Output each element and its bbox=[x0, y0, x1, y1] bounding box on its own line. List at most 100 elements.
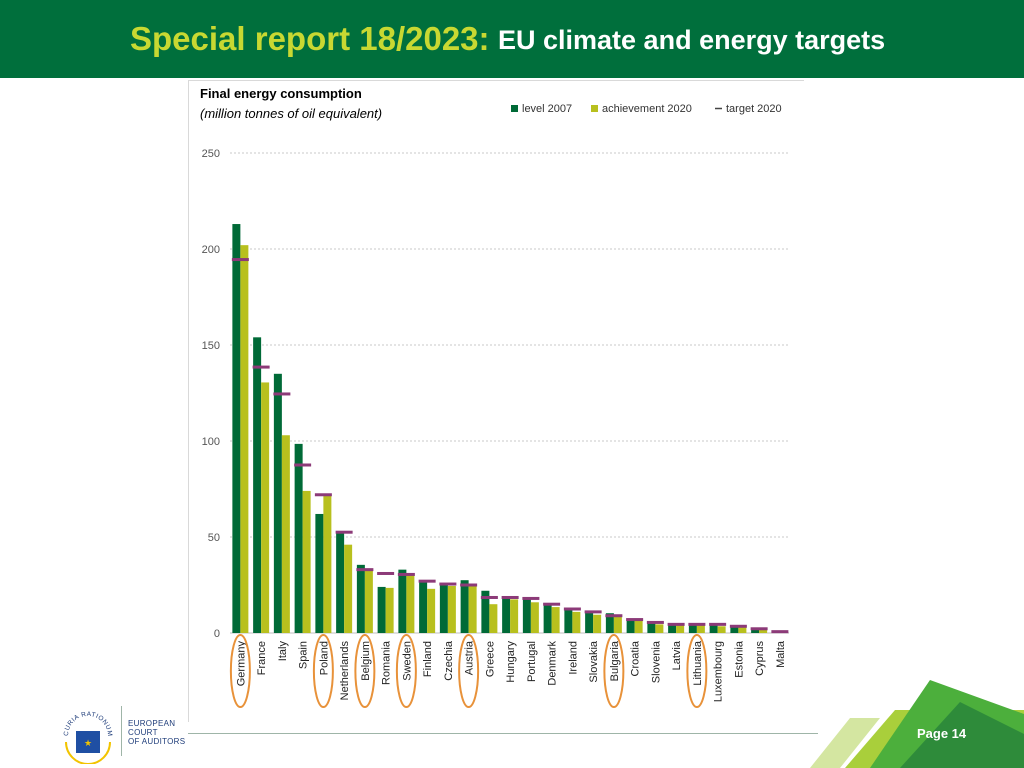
x-label-austria: Austria bbox=[464, 640, 476, 675]
target-marker-poland bbox=[314, 493, 332, 497]
target-marker-czechia bbox=[439, 582, 457, 586]
x-label-croatia: Croatia bbox=[630, 640, 642, 676]
bar-2020-greece bbox=[489, 604, 498, 633]
y-tick-label-150: 150 bbox=[202, 340, 220, 352]
logo-line-court: COURT bbox=[128, 728, 158, 737]
x-label-italy: Italy bbox=[277, 641, 289, 662]
bar-2020-netherlands bbox=[344, 544, 353, 633]
eca-logo: CURIA RATIONUM ★ bbox=[63, 711, 113, 764]
bars bbox=[232, 224, 788, 634]
bar-2020-slovakia bbox=[593, 614, 602, 633]
bar-2007-czechia bbox=[439, 584, 448, 633]
x-label-portugal: Portugal bbox=[526, 641, 538, 682]
chart-subtitle: (million tonnes of oil equivalent) bbox=[200, 106, 382, 121]
bar-2020-lithuania bbox=[696, 624, 705, 633]
target-marker-greece bbox=[480, 595, 498, 599]
page-number: Page 14 bbox=[917, 726, 967, 741]
target-marker-romania bbox=[377, 571, 395, 575]
bar-2007-latvia bbox=[668, 624, 677, 633]
x-label-bulgaria: Bulgaria bbox=[609, 640, 621, 681]
bar-2020-germany bbox=[240, 245, 249, 633]
corner-decoration bbox=[810, 680, 1024, 768]
target-marker-croatia bbox=[626, 618, 644, 622]
highlight-ellipse-austria bbox=[458, 634, 480, 708]
x-label-denmark: Denmark bbox=[547, 641, 559, 686]
bar-2020-spain bbox=[302, 490, 311, 633]
bar-2007-spain bbox=[294, 443, 303, 633]
x-label-romania: Romania bbox=[381, 640, 393, 685]
corner-shape-pale bbox=[810, 718, 880, 768]
bar-2020-italy bbox=[281, 435, 290, 633]
x-axis-labels: Germany France Italy Spain Poland Netherlands… bbox=[235, 640, 787, 702]
x-label-slovakia: Slovakia bbox=[588, 640, 600, 682]
bar-2020-cyprus bbox=[759, 629, 768, 633]
x-label-greece: Greece bbox=[484, 641, 496, 677]
bar-2007-austria bbox=[460, 580, 469, 633]
bar-2007-ireland bbox=[564, 608, 573, 633]
bar-2020-hungary bbox=[510, 599, 519, 633]
bar-2007-sweden bbox=[398, 569, 407, 633]
logo-divider bbox=[121, 706, 122, 756]
highlight-ellipse-bulgaria bbox=[603, 634, 625, 708]
x-label-malta: Malta bbox=[775, 640, 787, 668]
seal-star-icon: ★ bbox=[84, 738, 92, 748]
target-marker-lithuania bbox=[688, 622, 706, 626]
bar-2007-finland bbox=[419, 581, 428, 633]
chart-title: Final energy consumption bbox=[200, 86, 362, 101]
y-tick-label-250: 250 bbox=[202, 148, 220, 160]
footer-divider bbox=[188, 733, 818, 734]
x-label-france: France bbox=[256, 641, 268, 675]
legend-label-2020: achievement 2020 bbox=[602, 103, 692, 115]
bar-2020-estonia bbox=[738, 627, 747, 633]
x-label-slovenia: Slovenia bbox=[650, 640, 662, 683]
target-marker-germany bbox=[231, 258, 249, 262]
bar-2007-croatia bbox=[626, 619, 635, 633]
report-number-title: Special report 18/2023: bbox=[130, 20, 490, 57]
x-label-latvia: Latvia bbox=[671, 640, 683, 670]
bar-2020-slovenia bbox=[655, 624, 664, 633]
header-bar: Special report 18/2023: EU climate and e… bbox=[0, 0, 1024, 78]
highlight-ellipse-belgium bbox=[354, 634, 376, 708]
bar-2020-czechia bbox=[447, 585, 456, 633]
x-label-belgium: Belgium bbox=[360, 641, 372, 681]
x-label-sweden: Sweden bbox=[401, 641, 413, 681]
y-axis-ticks: 0 50 100 150 200 250 bbox=[202, 148, 220, 640]
bar-2007-netherlands bbox=[336, 533, 345, 633]
bar-2020-luxembourg bbox=[717, 626, 726, 633]
target-marker-sweden bbox=[397, 572, 415, 576]
legend-swatch-2007 bbox=[511, 105, 518, 112]
report-topic-title: EU climate and energy targets bbox=[498, 25, 886, 55]
x-label-czechia: Czechia bbox=[443, 640, 455, 681]
bar-2007-romania bbox=[377, 586, 386, 633]
target-marker-estonia bbox=[729, 624, 747, 628]
legend-label-target: target 2020 bbox=[726, 103, 782, 115]
highlight-ellipses bbox=[229, 634, 708, 708]
bar-2007-poland bbox=[315, 513, 324, 633]
target-marker-portugal bbox=[522, 596, 540, 600]
bar-2020-bulgaria bbox=[613, 615, 622, 633]
legend-label-2007: level 2007 bbox=[522, 103, 572, 115]
logo-line-european: EUROPEAN bbox=[128, 719, 176, 728]
target-marker-malta bbox=[771, 630, 789, 634]
bar-2007-france bbox=[253, 337, 262, 633]
bar-2007-portugal bbox=[522, 597, 531, 633]
bar-2020-romania bbox=[385, 587, 394, 633]
target-marker-slovakia bbox=[584, 610, 602, 614]
target-marker-france bbox=[252, 365, 270, 369]
x-label-spain: Spain bbox=[298, 641, 310, 669]
bar-2007-belgium bbox=[356, 564, 365, 633]
bar-2007-lithuania bbox=[688, 623, 697, 633]
x-label-ireland: Ireland bbox=[567, 641, 579, 675]
bar-2020-sweden bbox=[406, 574, 415, 633]
highlight-ellipse-germany bbox=[229, 634, 251, 708]
legend-swatch-2020 bbox=[591, 105, 598, 112]
bar-2020-croatia bbox=[634, 620, 643, 633]
y-tick-label-50: 50 bbox=[208, 532, 220, 544]
seal-ring bbox=[65, 741, 111, 764]
target-markers bbox=[231, 258, 789, 634]
bar-2007-hungary bbox=[502, 597, 511, 633]
highlight-ellipse-poland bbox=[312, 634, 334, 708]
target-marker-hungary bbox=[501, 595, 519, 599]
target-marker-denmark bbox=[543, 602, 561, 606]
target-marker-ireland bbox=[563, 607, 581, 611]
